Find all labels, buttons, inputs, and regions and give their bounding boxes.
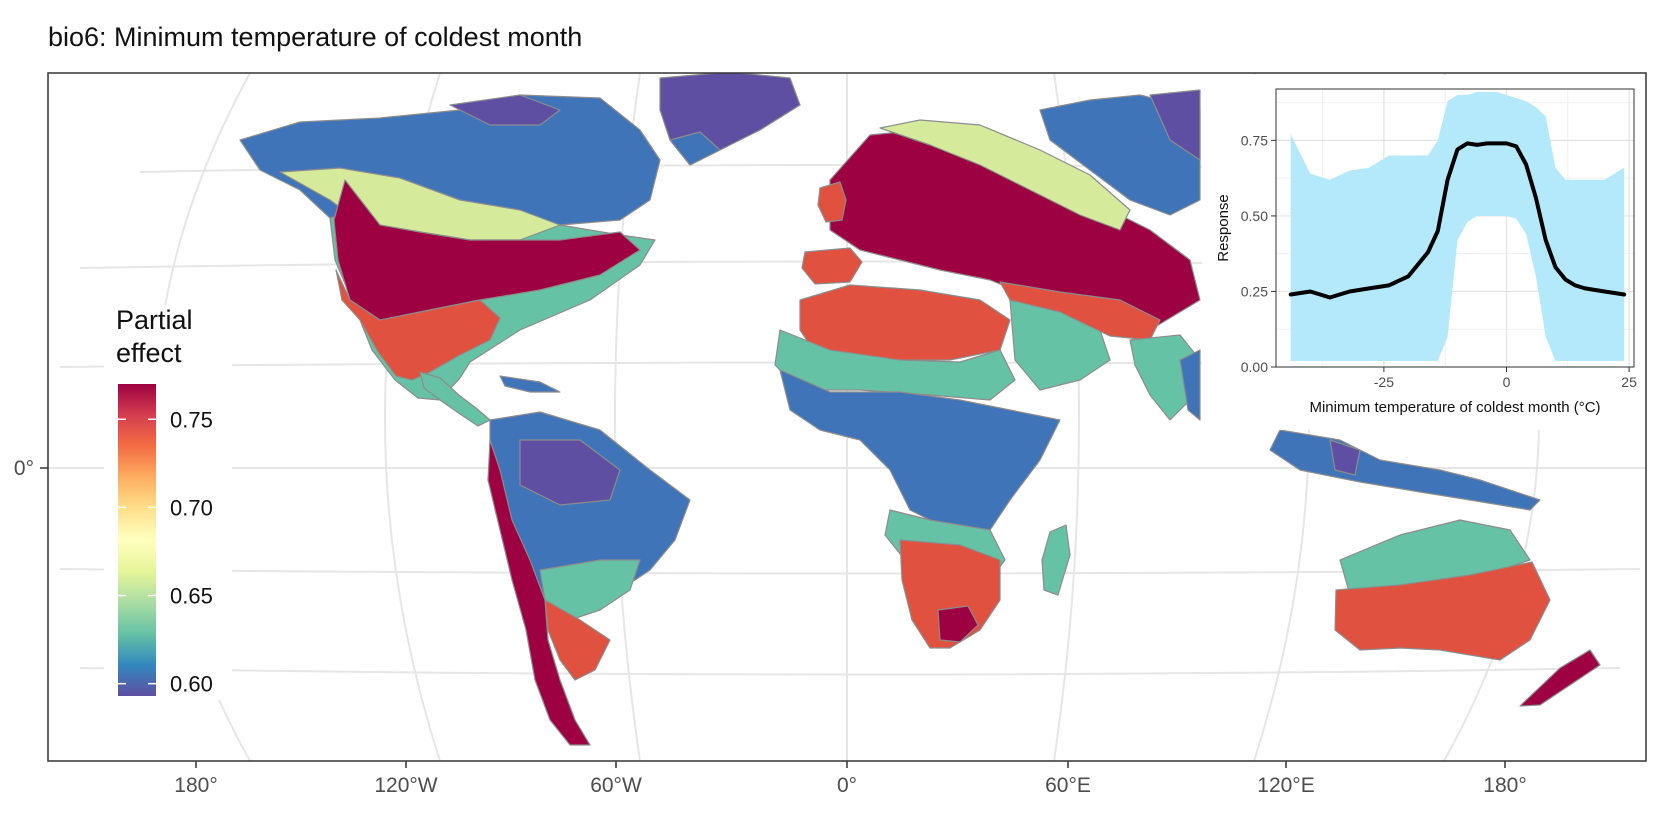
land-australia-red	[1334, 561, 1551, 661]
land-greenland-edge	[669, 131, 721, 166]
inset-y-tick-label: 0.00	[1241, 359, 1268, 375]
land-south-america-purple	[519, 439, 621, 506]
inset-y-tick-label: 0.25	[1241, 283, 1268, 299]
lon-label: 120°W	[374, 774, 437, 797]
inset-y-tick-label: 0.50	[1241, 208, 1268, 224]
lon-label: 120°E	[1257, 774, 1314, 797]
land-north-america-high	[333, 179, 641, 321]
inset-chart: -25 0 25 0.00 0.25 0.50 0.75 Minimum temperatu…	[1202, 75, 1644, 430]
land-north-america-red	[335, 269, 501, 381]
land-new-zealand	[1519, 649, 1601, 707]
inset-axes: -25 0 25 0.00 0.25 0.50 0.75	[1241, 88, 1637, 390]
land-britain	[817, 181, 847, 223]
land-south-america-red	[544, 599, 611, 681]
legend-tick-label: 0.65	[170, 584, 213, 609]
land-central-america	[419, 371, 491, 427]
land-madagascar	[1041, 524, 1071, 596]
lat-axis: 0°	[14, 457, 48, 480]
inset-x-axis-label: Minimum temperature of coldest month (°C…	[1309, 399, 1600, 416]
land-indonesia-purple	[1329, 439, 1361, 476]
land-caribbean	[499, 375, 561, 393]
inset-x-tick-label: -25	[1374, 374, 1394, 390]
land-africa-south-high	[937, 605, 979, 643]
legend-colorbar	[118, 384, 156, 696]
figure-title: bio6: Minimum temperature of coldest mon…	[48, 22, 583, 52]
land-africa-blue	[779, 369, 1061, 531]
inset-y-tick-label: 0.75	[1241, 132, 1268, 148]
land-eurasia-blue	[1039, 94, 1201, 216]
land-arctic-islands	[449, 94, 561, 126]
lon-label: 180°	[174, 774, 217, 797]
land-layer	[239, 73, 1601, 746]
land-india	[1129, 334, 1201, 421]
legend: Partial effect 0.75 0.70 0.65 0.60	[104, 305, 232, 700]
lon-axis: 180° 120°W 60°W 0° 60°E 120°E 180°	[174, 761, 1527, 797]
response-line	[1288, 141, 1627, 300]
inset-x-tick-label: 25	[1621, 374, 1637, 390]
legend-title-line-2: effect	[116, 338, 182, 368]
legend-title-line-1: Partial	[116, 305, 193, 335]
legend-tick-label: 0.70	[170, 495, 213, 520]
inset-x-tick-label: 0	[1503, 374, 1511, 390]
graticule-lat-line	[79, 667, 1621, 676]
land-eurasia-purple	[1149, 89, 1201, 161]
lon-label: 60°W	[590, 774, 642, 797]
legend-ticks: 0.75 0.70 0.65 0.60	[118, 407, 213, 697]
lon-label: 60°E	[1045, 774, 1091, 797]
lat-label: 0°	[14, 457, 34, 480]
lon-label: 0°	[837, 774, 857, 797]
inset-plot-border	[1275, 88, 1635, 368]
confidence-ribbon	[1290, 92, 1625, 361]
legend-tick-label: 0.60	[170, 672, 213, 697]
inset-y-axis-label: Response	[1215, 194, 1232, 262]
lon-label: 180°	[1483, 774, 1526, 797]
land-southeast-asia	[1179, 349, 1201, 421]
land-eurasia-lightgreen	[879, 119, 1131, 231]
legend-tick-label: 0.75	[170, 407, 213, 432]
land-iberia	[801, 247, 863, 285]
land-south-america-andes	[487, 439, 591, 746]
